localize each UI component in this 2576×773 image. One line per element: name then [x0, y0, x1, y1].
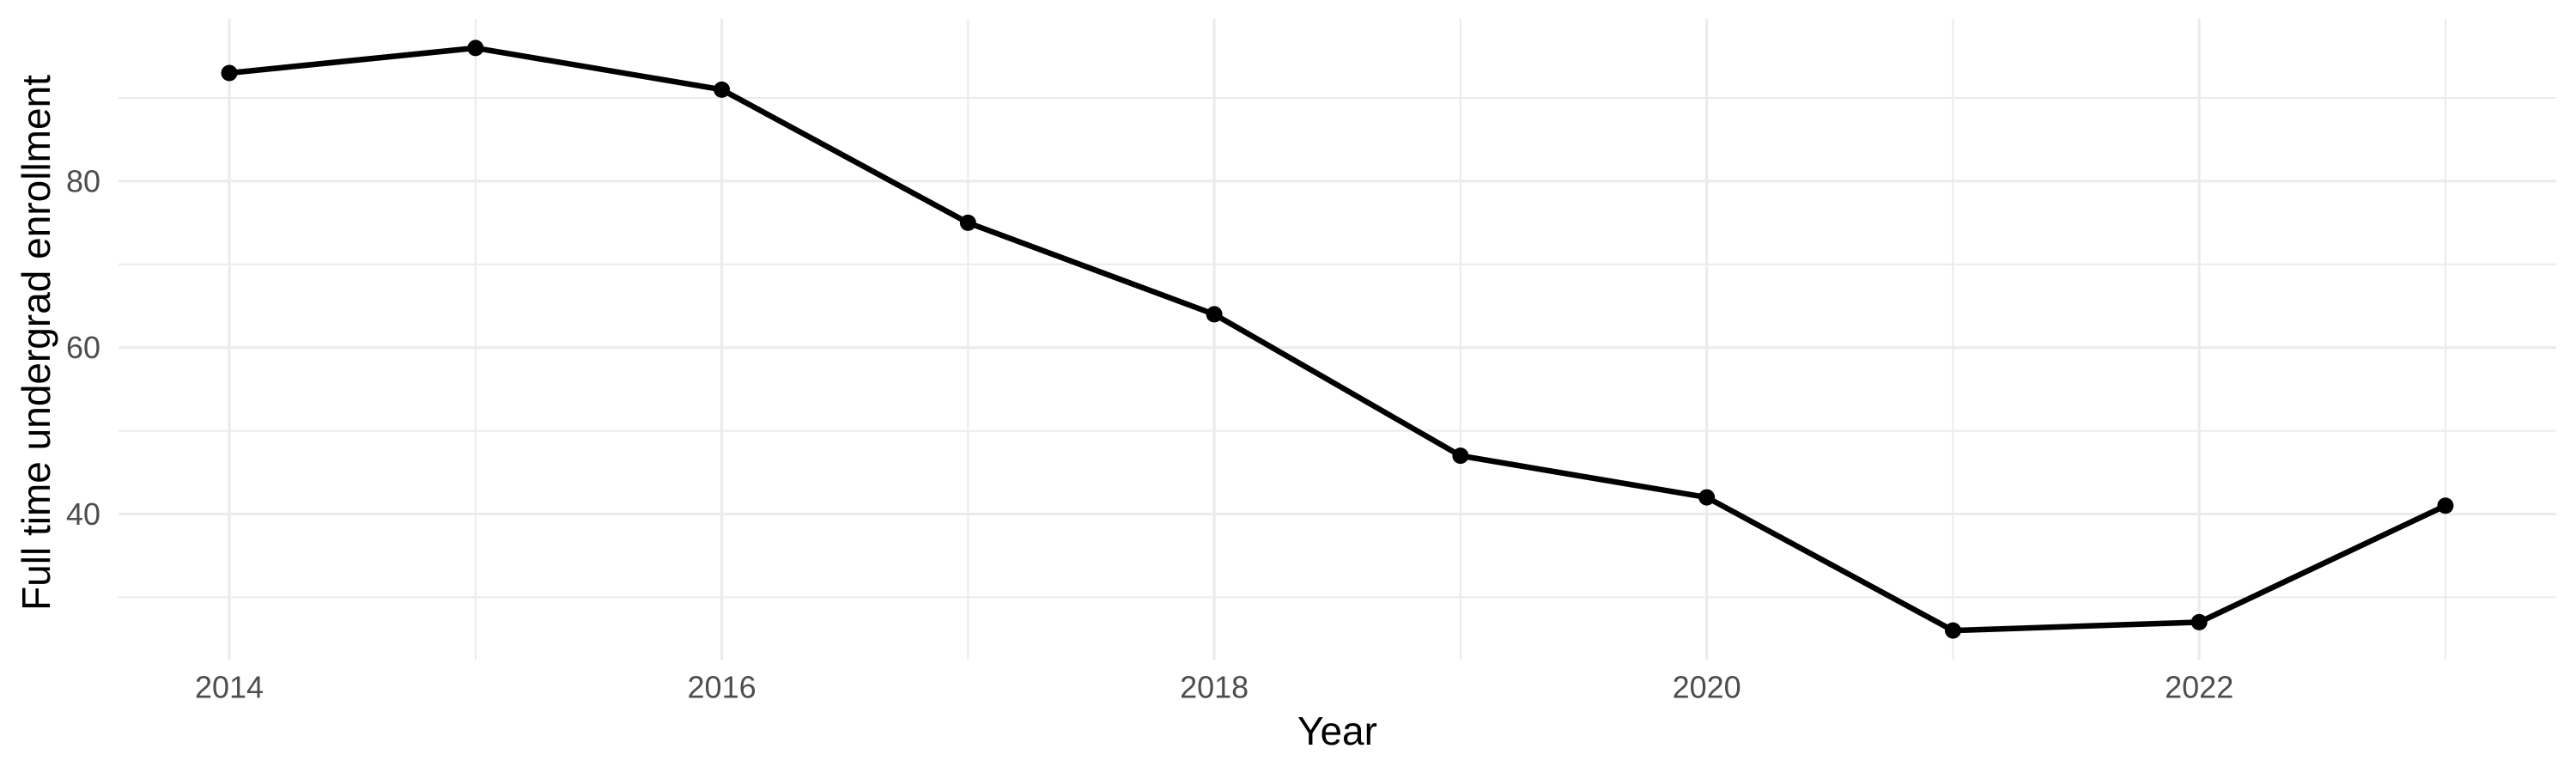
x-tick-label-2016: 2016: [688, 670, 756, 705]
x-axis-tick-labels: 2014 2016 2018 2020 2022: [195, 670, 2233, 705]
data-point-2019: [1452, 447, 1469, 465]
series-line: [226, 45, 2449, 634]
x-tick-label-2020: 2020: [1673, 670, 1741, 705]
y-tick-label-60: 60: [66, 330, 100, 365]
x-tick-label-2022: 2022: [2165, 670, 2233, 705]
y-tick-label-40: 40: [66, 496, 100, 532]
x-tick-label-2018: 2018: [1180, 670, 1249, 705]
y-axis-title: Full time undergrad enrollment: [14, 75, 58, 611]
data-point-2014: [221, 64, 238, 82]
data-point-2016: [714, 81, 731, 98]
data-point-2022: [2190, 613, 2208, 630]
data-point-2021: [1944, 622, 1961, 639]
data-point-2023: [2437, 497, 2454, 514]
data-point-2020: [1698, 489, 1716, 506]
x-axis-title: Year: [1297, 709, 1377, 753]
data-point-2017: [959, 214, 976, 231]
data-point-2018: [1206, 306, 1223, 323]
x-tick-label-2014: 2014: [195, 670, 264, 705]
gridlines-minor: [118, 19, 2556, 660]
data-point-2015: [467, 40, 484, 57]
y-axis-tick-labels: 40 60 80: [66, 163, 100, 532]
gridlines-major: [118, 19, 2556, 660]
y-tick-label-80: 80: [66, 163, 100, 198]
data-series: [221, 40, 2454, 639]
